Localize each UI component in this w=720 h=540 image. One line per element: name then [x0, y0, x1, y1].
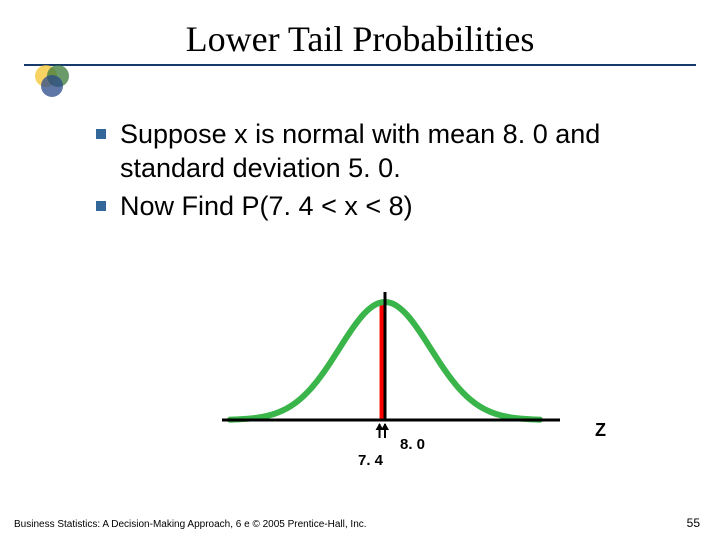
page-number: 55 [687, 516, 700, 530]
venn-logo-icon [28, 62, 74, 107]
bullet-text: Now Find P(7. 4 < x < 8) [120, 190, 413, 224]
axis-label-z: Z [595, 420, 606, 441]
page-title: Lower Tail Probabilities [0, 0, 720, 64]
normal-curve-chart [210, 280, 560, 460]
chart-svg [210, 280, 560, 460]
footer-text: Business Statistics: A Decision-Making A… [14, 519, 367, 530]
title-rule [24, 64, 696, 66]
bullet-item: Suppose x is normal with mean 8. 0 and s… [96, 118, 660, 186]
bullet-marker-icon [96, 201, 106, 211]
bullet-list: Suppose x is normal with mean 8. 0 and s… [96, 118, 660, 227]
tick-label-7-4: 7. 4 [358, 452, 383, 469]
venn-svg [28, 62, 74, 102]
bullet-text: Suppose x is normal with mean 8. 0 and s… [120, 118, 660, 186]
tick-label-8-0: 8. 0 [400, 436, 425, 453]
bullet-marker-icon [96, 129, 106, 139]
bullet-item: Now Find P(7. 4 < x < 8) [96, 190, 660, 224]
